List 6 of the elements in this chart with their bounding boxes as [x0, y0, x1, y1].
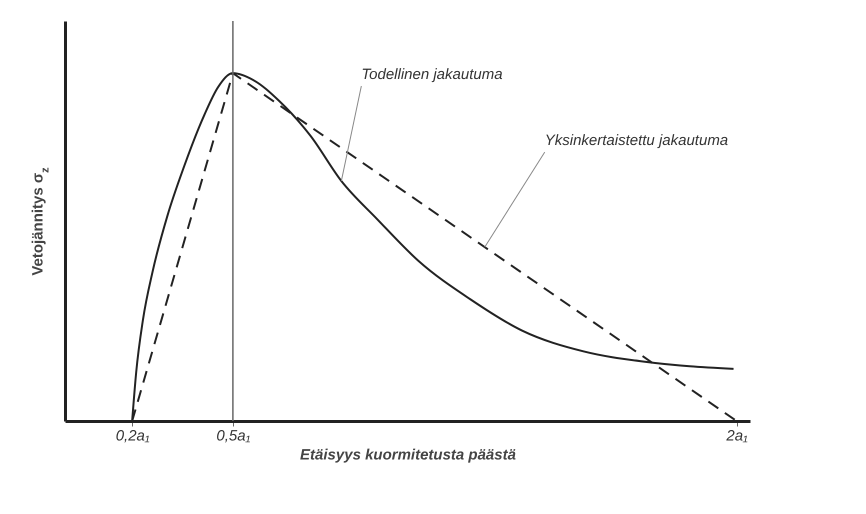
x-tick-label: 0,5a₁ [216, 428, 251, 444]
annotation: Todellinen jakautuma [361, 66, 503, 83]
x-tick-label: 2a₁ [725, 428, 748, 444]
x-axis-title: Etäisyys kuormitetusta päästä [300, 446, 516, 464]
annotation: Yksinkertaistettu jakautuma [544, 132, 728, 150]
x-tick-label: 0,2a₁ [116, 428, 150, 444]
